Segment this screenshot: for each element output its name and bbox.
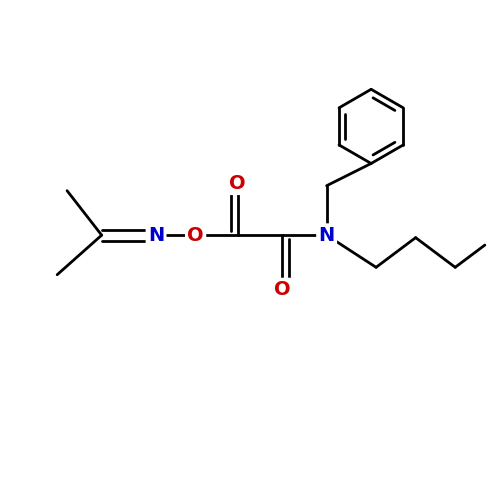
Text: O: O bbox=[188, 226, 204, 244]
Text: N: N bbox=[148, 226, 164, 244]
Text: N: N bbox=[318, 226, 335, 244]
Text: O: O bbox=[230, 174, 246, 193]
Text: O: O bbox=[274, 280, 290, 299]
